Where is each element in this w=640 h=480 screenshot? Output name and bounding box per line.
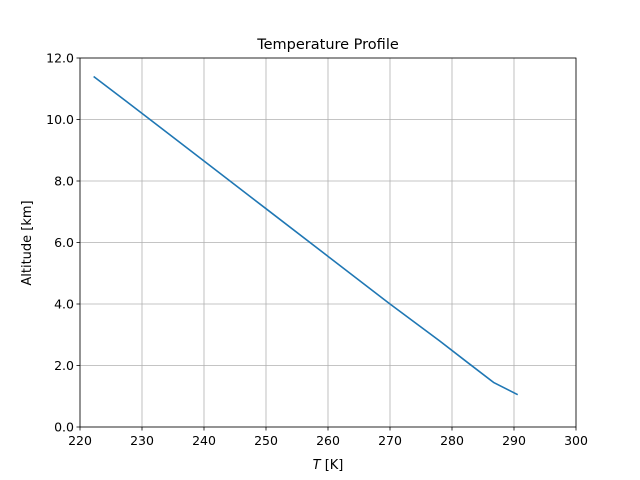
y-tick-label: 8.0 [54, 174, 74, 189]
x-tick-label: 240 [192, 433, 216, 448]
x-tick-label: 260 [316, 433, 340, 448]
y-tick-label: 2.0 [54, 358, 74, 373]
x-axis-label-unit: [K] [321, 458, 344, 473]
x-tick-label: 250 [254, 433, 278, 448]
x-tick-label: 280 [440, 433, 464, 448]
grid [79, 57, 577, 428]
y-tick-label: 12.0 [46, 51, 74, 66]
x-tick-label: 290 [502, 433, 526, 448]
x-tick-label: 300 [564, 433, 588, 448]
y-axis-label: Altitude [km] [20, 200, 35, 285]
x-tick-label: 230 [130, 433, 154, 448]
y-tick-label: 10.0 [46, 112, 74, 127]
ticks: 220 230 240 250 260 270 280 290 300 0.0 2.0 4.0 6.0 8… [46, 51, 588, 449]
series-layer [93, 75, 519, 396]
y-tick-label: 0.0 [54, 420, 74, 435]
x-axis-label: T [K] [313, 458, 344, 473]
x-tick-label: 220 [68, 433, 92, 448]
y-tick-label: 4.0 [54, 297, 74, 312]
x-tick-label: 270 [378, 433, 402, 448]
chart-title: Temperature Profile [256, 37, 399, 53]
x-axis-label-variable: T [313, 458, 322, 473]
series-line-0 [93, 75, 519, 396]
y-tick-label: 6.0 [54, 235, 74, 250]
